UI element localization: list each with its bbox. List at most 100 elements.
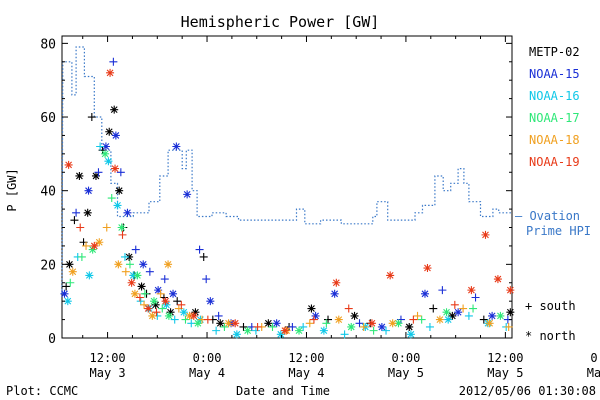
north-point bbox=[60, 289, 69, 298]
north-point bbox=[189, 311, 198, 320]
south-point bbox=[140, 289, 149, 298]
north-point bbox=[179, 308, 188, 317]
x-tick-time: 12:00 bbox=[288, 351, 324, 365]
south-point bbox=[158, 304, 167, 313]
south-point bbox=[471, 293, 480, 302]
north-point bbox=[95, 238, 104, 247]
north-point bbox=[311, 311, 320, 320]
north-point bbox=[130, 289, 139, 298]
north-point bbox=[104, 157, 113, 166]
plot-frame bbox=[61, 35, 513, 339]
south-point bbox=[170, 315, 179, 324]
north-point bbox=[91, 171, 100, 180]
south-point bbox=[214, 311, 223, 320]
south-point bbox=[125, 260, 134, 269]
south-point bbox=[413, 311, 422, 320]
x-tick-day: May 4 bbox=[189, 366, 225, 380]
south-point bbox=[177, 300, 186, 309]
north-point bbox=[113, 201, 122, 210]
south-point bbox=[173, 297, 182, 306]
marker-legend-entry: * north bbox=[525, 329, 576, 343]
north-point bbox=[347, 322, 356, 331]
ovation-label: — Ovation bbox=[515, 209, 580, 223]
south-point bbox=[469, 304, 478, 313]
south-point bbox=[76, 223, 85, 232]
north-point bbox=[110, 105, 119, 114]
x-axis-label: Date and Time bbox=[236, 384, 330, 398]
north-point bbox=[243, 326, 252, 335]
north-point bbox=[406, 330, 415, 339]
south-point bbox=[268, 322, 277, 331]
south-point bbox=[66, 278, 75, 287]
south-point bbox=[359, 322, 368, 331]
south-point bbox=[77, 252, 86, 261]
north-point bbox=[193, 319, 202, 328]
north-point bbox=[330, 289, 339, 298]
south-point bbox=[82, 241, 91, 250]
north-point bbox=[206, 297, 215, 306]
north-point bbox=[125, 252, 134, 261]
south-point bbox=[344, 304, 353, 313]
south-point bbox=[340, 330, 349, 339]
x-tick-time: 12:00 bbox=[487, 351, 523, 365]
y-tick-label: 0 bbox=[48, 332, 56, 347]
north-point bbox=[442, 308, 451, 317]
south-point bbox=[72, 208, 81, 217]
south-point bbox=[322, 319, 331, 328]
north-point bbox=[280, 326, 289, 335]
north-point bbox=[224, 319, 233, 328]
north-point bbox=[144, 304, 153, 313]
marker-legend-entry: + south bbox=[525, 299, 576, 313]
north-point bbox=[151, 300, 160, 309]
south-point bbox=[62, 282, 71, 291]
north-point bbox=[137, 282, 146, 291]
south-point bbox=[309, 315, 318, 324]
north-point bbox=[84, 186, 93, 195]
north-point bbox=[114, 260, 123, 269]
north-point bbox=[149, 297, 158, 306]
south-point bbox=[459, 304, 468, 313]
north-point bbox=[231, 319, 240, 328]
south-point bbox=[409, 315, 418, 324]
north-point bbox=[117, 223, 126, 232]
south-point bbox=[121, 267, 130, 276]
south-point bbox=[140, 300, 149, 309]
north-point bbox=[105, 127, 114, 136]
north-point bbox=[232, 330, 241, 339]
south-point bbox=[136, 297, 145, 306]
north-point bbox=[506, 308, 515, 317]
north-point bbox=[106, 68, 115, 77]
y-axis-label: P [GW] bbox=[5, 168, 19, 211]
south-point bbox=[118, 230, 127, 239]
south-point bbox=[220, 322, 229, 331]
south-point bbox=[195, 245, 204, 254]
south-point bbox=[417, 315, 426, 324]
north-point bbox=[148, 311, 157, 320]
south-point bbox=[450, 300, 459, 309]
north-point bbox=[444, 315, 453, 324]
north-point bbox=[111, 131, 120, 140]
ovation-label: Prime HPI bbox=[526, 224, 591, 238]
y-tick-label: 60 bbox=[40, 111, 56, 126]
north-point bbox=[319, 326, 328, 335]
south-point bbox=[382, 326, 391, 335]
south-point bbox=[160, 275, 169, 284]
south-point bbox=[102, 223, 111, 232]
legend-entry: METP-02 bbox=[529, 45, 580, 59]
north-point bbox=[454, 308, 463, 317]
north-point bbox=[183, 190, 192, 199]
south-point bbox=[203, 315, 212, 324]
north-point bbox=[332, 278, 341, 287]
legend-entry: NOAA-15 bbox=[529, 67, 580, 81]
north-point bbox=[172, 142, 181, 151]
y-tick-label: 20 bbox=[40, 258, 56, 273]
north-point bbox=[386, 271, 395, 280]
north-point bbox=[185, 311, 194, 320]
north-point bbox=[264, 319, 273, 328]
south-point bbox=[251, 326, 260, 335]
x-tick-day: May 6 bbox=[587, 366, 600, 380]
north-point bbox=[272, 319, 281, 328]
south-point bbox=[355, 319, 364, 328]
legend-entry: NOAA-19 bbox=[529, 155, 580, 169]
x-tick-day: May 5 bbox=[487, 366, 523, 380]
